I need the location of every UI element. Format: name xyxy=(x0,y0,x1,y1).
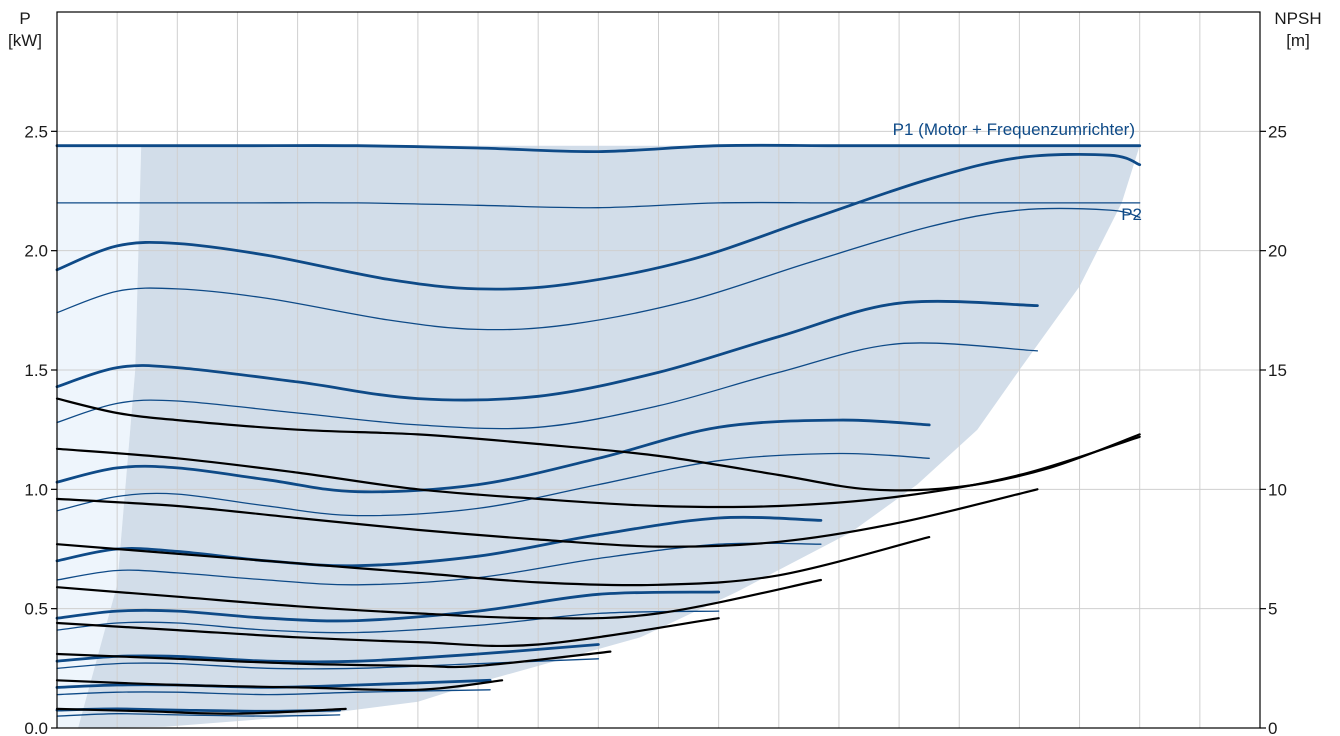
npsh-curve-21 xyxy=(55,536,931,587)
npsh-curve-22 xyxy=(55,578,822,620)
npsh-curve-20 xyxy=(55,488,1039,548)
right-tick-label: 5 xyxy=(1268,600,1277,619)
left-tick-label: 0.5 xyxy=(24,600,48,619)
left-axis-title-line2: [kW] xyxy=(8,31,42,50)
power-p2-curve-7 xyxy=(56,452,930,517)
left-tick-label: 2.0 xyxy=(24,242,48,261)
left-tick-label: 1.0 xyxy=(24,480,48,499)
left-tick-label: 2.5 xyxy=(24,122,48,141)
npsh-curve-19 xyxy=(55,435,1141,509)
left-tick-label: 1.5 xyxy=(24,361,48,380)
power-p2-curve-13 xyxy=(56,658,600,670)
power-p2-curve-5 xyxy=(56,342,1039,430)
gridlines xyxy=(57,12,1260,728)
right-tick-label: 20 xyxy=(1268,242,1287,261)
power-p1-curve-8 xyxy=(55,515,823,568)
power-p1-curve-0 xyxy=(55,143,1142,154)
power-p1-curve-4 xyxy=(55,299,1039,402)
right-tick-label: 0 xyxy=(1268,719,1277,736)
curves xyxy=(55,143,1142,717)
operating-range-area xyxy=(78,145,1140,728)
npsh-curve-23 xyxy=(55,617,720,648)
axis-ticks: 0.0 0.5 1.0 1.5 2.0 2.5 0 5 10 15 20 25 xyxy=(24,122,1287,736)
p2-annotation: P2 xyxy=(1121,205,1142,224)
right-tick-label: 25 xyxy=(1268,122,1287,141)
power-p1-curve-2 xyxy=(55,152,1142,291)
right-tick-label: 15 xyxy=(1268,361,1287,380)
right-axis-title-line2: [m] xyxy=(1286,31,1310,50)
left-axis-title-line1: P xyxy=(19,9,30,28)
right-tick-label: 10 xyxy=(1268,480,1287,499)
left-tick-label: 0.0 xyxy=(24,719,48,736)
power-p2-curve-11 xyxy=(56,610,720,634)
npsh-curve-25 xyxy=(55,679,504,692)
power-p2-curve-3 xyxy=(56,207,1141,331)
power-p2-curve-15 xyxy=(56,689,491,696)
right-axis-title-line1: NPSH xyxy=(1274,9,1321,28)
power-p1-curve-10 xyxy=(55,590,721,623)
p1-annotation: P1 (Motor + Frequenzumrichter) xyxy=(893,120,1135,139)
power-p1-curve-6 xyxy=(55,418,931,494)
npsh-curve-24 xyxy=(55,650,612,669)
power-p2-curve-1 xyxy=(56,201,1141,209)
npsh-curve-26 xyxy=(55,707,347,715)
power-p2-curve-17 xyxy=(56,713,341,717)
